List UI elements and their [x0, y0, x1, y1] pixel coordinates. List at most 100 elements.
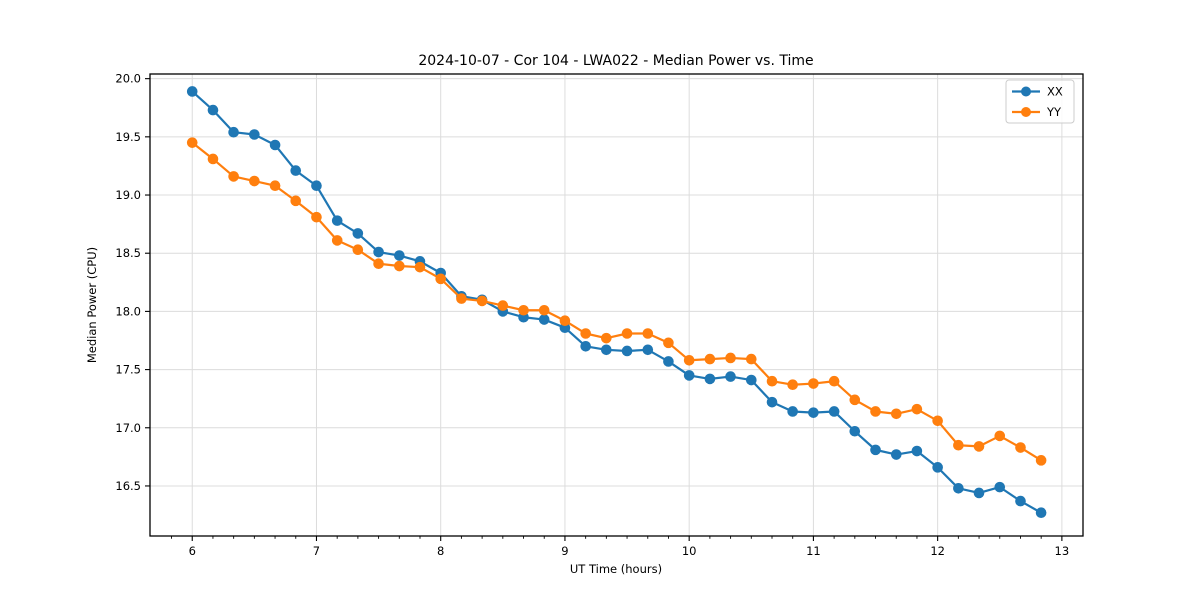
axis-ticks: [145, 78, 1063, 541]
data-point-XX: [394, 250, 405, 261]
data-point-YY: [683, 354, 695, 366]
data-point-YY: [849, 394, 861, 406]
data-point-YY: [373, 258, 384, 269]
data-point-XX: [683, 370, 695, 381]
data-point-YY: [890, 408, 902, 420]
data-point-YY: [414, 261, 426, 273]
x-axis-label: UT Time (hours): [570, 562, 662, 576]
data-point-YY: [497, 300, 509, 311]
data-point-YY: [456, 293, 467, 304]
y-tick-label: 18.0: [115, 304, 141, 318]
data-point-XX: [994, 481, 1006, 493]
data-point-YY: [621, 328, 633, 339]
data-point-YY: [953, 439, 964, 451]
data-point-XX: [580, 341, 591, 352]
data-point-YY: [870, 406, 881, 417]
data-point-XX: [352, 228, 364, 239]
data-point-YY: [1035, 455, 1047, 466]
x-tick-label: 13: [1055, 544, 1070, 558]
gridlines: [150, 74, 1083, 536]
data-point-YY: [973, 441, 985, 452]
data-point-YY: [601, 332, 612, 344]
data-point-XX: [269, 139, 281, 151]
data-point-XX: [1035, 507, 1047, 519]
data-point-YY: [518, 304, 529, 316]
data-point-XX: [787, 406, 798, 417]
legend-marker: [1021, 86, 1031, 97]
legend-box: [1005, 79, 1075, 124]
data-point-YY: [704, 353, 716, 365]
data-point-YY: [994, 430, 1006, 442]
data-point-YY: [538, 304, 550, 316]
data-point-XX: [538, 314, 550, 325]
data-point-XX: [331, 215, 343, 226]
data-point-XX: [186, 86, 198, 97]
legend: XX YY: [1005, 79, 1075, 124]
y-tick-label: 16.5: [115, 479, 141, 493]
data-point-XX: [1015, 495, 1026, 507]
data-point-YY: [580, 328, 591, 339]
y-tick-label: 17.0: [115, 421, 141, 435]
data-point-XX: [973, 487, 985, 499]
data-point-XX: [808, 407, 819, 418]
data-point-YY: [435, 273, 447, 285]
y-tick-label: 18.5: [115, 246, 141, 260]
data-point-YY: [394, 260, 405, 272]
data-point-YY: [228, 171, 239, 182]
data-point-YY: [476, 295, 488, 307]
data-point-YY: [311, 211, 322, 223]
data-point-YY: [559, 315, 571, 327]
x-tick-label: 7: [313, 544, 320, 558]
x-tick-label: 12: [930, 544, 945, 558]
data-point-XX: [311, 180, 322, 192]
x-tick-label: 9: [561, 544, 568, 558]
data-point-YY: [249, 175, 260, 187]
data-point-XX: [228, 126, 239, 138]
y-axis-label: Median Power (CPU): [85, 247, 99, 363]
data-point-YY: [911, 403, 923, 415]
data-point-XX: [766, 396, 778, 408]
y-tick-label: 19.5: [115, 130, 141, 144]
data-point-YY: [186, 137, 198, 148]
tick-labels: 6 7 8 9 10 11 12 13 16.5 17.0 17.5 18.0 18.5 19.0 19.5…: [115, 72, 1069, 558]
x-tick-label: 11: [806, 544, 821, 558]
legend-label-YY: YY: [1046, 105, 1062, 119]
data-point-YY: [290, 195, 302, 207]
data-point-XX: [870, 444, 881, 456]
data-point-XX: [290, 165, 302, 176]
data-point-XX: [704, 373, 716, 385]
y-tick-label: 20.0: [115, 72, 141, 86]
data-point-XX: [207, 104, 219, 116]
data-point-XX: [642, 344, 654, 356]
data-point-XX: [725, 371, 736, 382]
data-point-YY: [269, 180, 281, 192]
data-point-XX: [601, 344, 612, 356]
data-point-YY: [642, 328, 654, 339]
data-series: [186, 86, 1047, 519]
chart-title: 2024-10-07 - Cor 104 - LWA022 - Median P…: [418, 53, 813, 69]
data-point-YY: [663, 337, 674, 349]
data-point-XX: [621, 345, 633, 357]
y-tick-label: 19.0: [115, 188, 141, 202]
data-point-YY: [725, 352, 736, 364]
data-point-YY: [787, 379, 798, 391]
x-tick-label: 8: [437, 544, 444, 558]
legend-label-XX: XX: [1047, 85, 1063, 99]
data-point-XX: [663, 356, 674, 367]
data-point-YY: [745, 353, 757, 365]
x-tick-label: 6: [189, 544, 196, 558]
data-point-YY: [207, 153, 219, 165]
x-tick-label: 10: [682, 544, 697, 558]
data-point-YY: [932, 415, 943, 427]
legend-marker: [1021, 107, 1031, 117]
data-point-YY: [331, 235, 343, 246]
data-point-YY: [352, 244, 364, 256]
data-point-YY: [766, 375, 778, 387]
data-point-XX: [373, 246, 384, 258]
data-point-YY: [808, 378, 819, 389]
data-point-XX: [249, 129, 260, 140]
data-point-XX: [745, 374, 757, 386]
data-point-XX: [953, 482, 964, 494]
